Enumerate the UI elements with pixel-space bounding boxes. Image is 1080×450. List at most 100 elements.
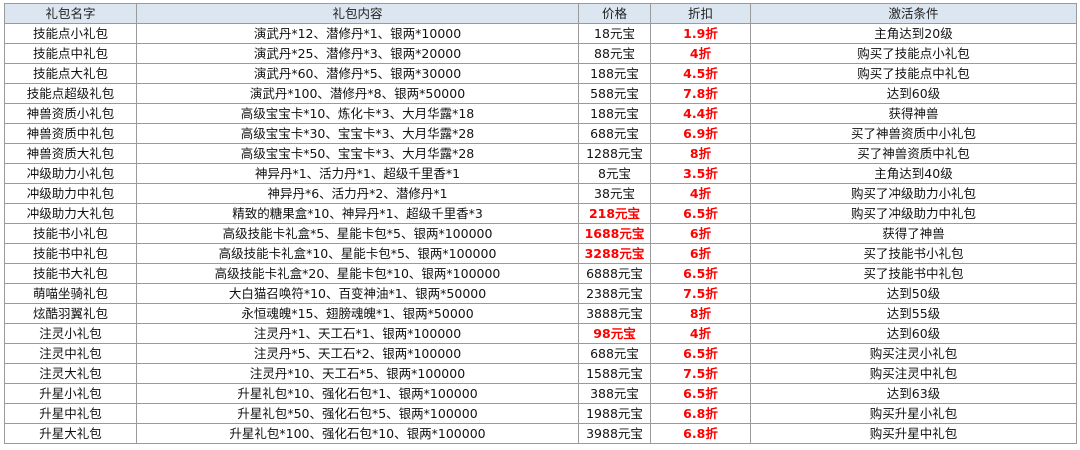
table-row: 升星小礼包 升星礼包*10、强化石包*1、银两*100000 388元宝 6.5折 达到… — [4, 383, 1077, 404]
price-cell: 38元宝 — [578, 183, 651, 204]
header-discount: 折扣 — [650, 3, 751, 24]
discount-cell: 4.5折 — [650, 63, 751, 84]
pack-content-cell: 升星礼包*10、强化石包*1、银两*100000 — [136, 383, 579, 404]
pack-content-cell: 注灵丹*1、天工石*1、银两*100000 — [136, 323, 579, 344]
discount-cell: 6.5折 — [650, 343, 751, 364]
price-cell: 98元宝 — [578, 323, 651, 344]
discount-cell: 6折 — [650, 223, 751, 244]
pack-name-cell: 注灵中礼包 — [4, 343, 137, 364]
pack-name-cell: 技能点大礼包 — [4, 63, 137, 84]
pack-name-cell: 技能点中礼包 — [4, 43, 137, 64]
pack-name-cell: 技能书大礼包 — [4, 263, 137, 284]
pack-name-cell: 升星大礼包 — [4, 423, 137, 444]
table-row: 技能点大礼包 演武丹*60、潜修丹*5、银两*30000 188元宝 4.5折 购买了技… — [4, 63, 1077, 84]
activation-condition-cell: 购买了冲级助力中礼包 — [750, 203, 1077, 224]
table-row: 冲级助力小礼包 神异丹*1、活力丹*1、超级千里香*1 8元宝 3.5折 主角达到40级 — [4, 163, 1077, 184]
price-cell: 88元宝 — [578, 43, 651, 64]
table-row: 升星大礼包 升星礼包*100、强化石包*10、银两*100000 3988元宝 6.8… — [4, 423, 1077, 444]
discount-cell: 4折 — [650, 43, 751, 64]
pack-content-cell: 演武丹*100、潜修丹*8、银两*50000 — [136, 83, 579, 104]
table-row: 技能点超级礼包 演武丹*100、潜修丹*8、银两*50000 588元宝 7.8折 达到… — [4, 83, 1077, 104]
table-row: 技能书中礼包 高级技能卡礼盒*10、星能卡包*5、银两*100000 3288元宝 6… — [4, 243, 1077, 264]
activation-condition-cell: 购买了技能点小礼包 — [750, 43, 1077, 64]
activation-condition-cell: 达到60级 — [750, 323, 1077, 344]
pack-content-cell: 注灵丹*5、天工石*2、银两*100000 — [136, 343, 579, 364]
pack-content-cell: 高级技能卡礼盒*5、星能卡包*5、银两*100000 — [136, 223, 579, 244]
price-cell: 1288元宝 — [578, 143, 651, 164]
table-row: 技能书大礼包 高级技能卡礼盒*20、星能卡包*10、银两*100000 6888元宝… — [4, 263, 1077, 284]
price-cell: 688元宝 — [578, 343, 651, 364]
price-cell: 388元宝 — [578, 383, 651, 404]
discount-cell: 6.9折 — [650, 123, 751, 144]
pack-name-cell: 神兽资质小礼包 — [4, 103, 137, 124]
discount-cell: 7.5折 — [650, 363, 751, 384]
pack-content-cell: 大白猫召唤符*10、百变神油*1、银两*50000 — [136, 283, 579, 304]
pack-content-cell: 高级技能卡礼盒*10、星能卡包*5、银两*100000 — [136, 243, 579, 264]
pack-name-cell: 技能书小礼包 — [4, 223, 137, 244]
discount-cell: 4.4折 — [650, 103, 751, 124]
activation-condition-cell: 买了技能书中礼包 — [750, 263, 1077, 284]
price-cell: 688元宝 — [578, 123, 651, 144]
activation-condition-cell: 购买了技能点中礼包 — [750, 63, 1077, 84]
pack-content-cell: 演武丹*12、潜修丹*1、银两*10000 — [136, 23, 579, 44]
pack-content-cell: 演武丹*60、潜修丹*5、银两*30000 — [136, 63, 579, 84]
activation-condition-cell: 购买升星中礼包 — [750, 423, 1077, 444]
price-cell: 188元宝 — [578, 103, 651, 124]
price-cell: 188元宝 — [578, 63, 651, 84]
discount-cell: 8折 — [650, 303, 751, 324]
activation-condition-cell: 主角达到40级 — [750, 163, 1077, 184]
table-row: 技能书小礼包 高级技能卡礼盒*5、星能卡包*5、银两*100000 1688元宝 6折… — [4, 223, 1077, 244]
pack-name-cell: 炫酷羽翼礼包 — [4, 303, 137, 324]
table-row: 神兽资质小礼包 高级宝宝卡*10、炼化卡*3、大月华露*18 188元宝 4.4折 获得… — [4, 103, 1077, 124]
pack-name-cell: 神兽资质中礼包 — [4, 123, 137, 144]
price-cell: 1988元宝 — [578, 403, 651, 424]
pack-content-cell: 高级宝宝卡*50、宝宝卡*3、大月华露*28 — [136, 143, 579, 164]
pack-content-cell: 演武丹*25、潜修丹*3、银两*20000 — [136, 43, 579, 64]
activation-condition-cell: 购买注灵小礼包 — [750, 343, 1077, 364]
price-cell: 218元宝 — [578, 203, 651, 224]
table-body: 技能点小礼包 演武丹*12、潜修丹*1、银两*10000 18元宝 1.9折 主角达到2… — [4, 23, 1077, 444]
header-pack-name: 礼包名字 — [4, 3, 137, 24]
pack-content-cell: 神异丹*6、活力丹*2、潜修丹*1 — [136, 183, 579, 204]
table-row: 注灵小礼包 注灵丹*1、天工石*1、银两*100000 98元宝 4折 达到60级 — [4, 323, 1077, 344]
discount-cell: 6.5折 — [650, 203, 751, 224]
pack-name-cell: 注灵小礼包 — [4, 323, 137, 344]
price-cell: 2388元宝 — [578, 283, 651, 304]
pack-content-cell: 精致的糖果盒*10、神异丹*1、超级千里香*3 — [136, 203, 579, 224]
pack-content-cell: 高级宝宝卡*30、宝宝卡*3、大月华露*28 — [136, 123, 579, 144]
activation-condition-cell: 达到63级 — [750, 383, 1077, 404]
discount-cell: 7.8折 — [650, 83, 751, 104]
price-cell: 1588元宝 — [578, 363, 651, 384]
pack-name-cell: 冲级助力大礼包 — [4, 203, 137, 224]
pack-name-cell: 萌喵坐骑礼包 — [4, 283, 137, 304]
pack-name-cell: 技能点超级礼包 — [4, 83, 137, 104]
discount-cell: 7.5折 — [650, 283, 751, 304]
table-row: 技能点中礼包 演武丹*25、潜修丹*3、银两*20000 88元宝 4折 购买了技能点小… — [4, 43, 1077, 64]
price-cell: 18元宝 — [578, 23, 651, 44]
table-header: 礼包名字 礼包内容 价格 折扣 激活条件 — [4, 3, 1077, 24]
discount-cell: 8折 — [650, 143, 751, 164]
pack-content-cell: 高级技能卡礼盒*20、星能卡包*10、银两*100000 — [136, 263, 579, 284]
table-row: 冲级助力大礼包 精致的糖果盒*10、神异丹*1、超级千里香*3 218元宝 6.5折购… — [4, 203, 1077, 224]
pack-name-cell: 升星中礼包 — [4, 403, 137, 424]
table-row: 升星中礼包 升星礼包*50、强化石包*5、银两*100000 1988元宝 6.8折购… — [4, 403, 1077, 424]
activation-condition-cell: 买了技能书小礼包 — [750, 243, 1077, 264]
header-pack-content: 礼包内容 — [136, 3, 579, 24]
table-row: 注灵中礼包 注灵丹*5、天工石*2、银两*100000 688元宝 6.5折 购买注灵小… — [4, 343, 1077, 364]
pack-name-cell: 冲级助力中礼包 — [4, 183, 137, 204]
table-row: 炫酷羽翼礼包 永恒魂魄*15、翅膀魂魄*1、银两*50000 3888元宝 8折 达到5… — [4, 303, 1077, 324]
price-cell: 6888元宝 — [578, 263, 651, 284]
discount-cell: 6.5折 — [650, 263, 751, 284]
table-row: 技能点小礼包 演武丹*12、潜修丹*1、银两*10000 18元宝 1.9折 主角达到2… — [4, 23, 1077, 44]
table-row: 萌喵坐骑礼包 大白猫召唤符*10、百变神油*1、银两*50000 2388元宝 7.5… — [4, 283, 1077, 304]
pack-name-cell: 冲级助力小礼包 — [4, 163, 137, 184]
header-price: 价格 — [578, 3, 651, 24]
price-cell: 3988元宝 — [578, 423, 651, 444]
table-row: 神兽资质大礼包 高级宝宝卡*50、宝宝卡*3、大月华露*28 1288元宝 8折 买了神… — [4, 143, 1077, 164]
discount-cell: 1.9折 — [650, 23, 751, 44]
activation-condition-cell: 购买注灵中礼包 — [750, 363, 1077, 384]
discount-cell: 6.8折 — [650, 403, 751, 424]
pack-content-cell: 注灵丹*10、天工石*5、银两*100000 — [136, 363, 579, 384]
activation-condition-cell: 买了神兽资质中小礼包 — [750, 123, 1077, 144]
price-cell: 1688元宝 — [578, 223, 651, 244]
